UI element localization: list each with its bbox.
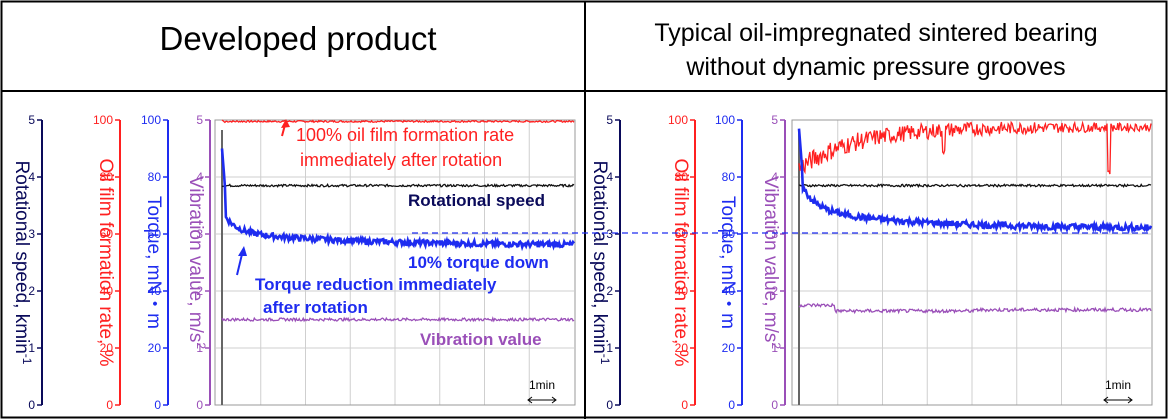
left-axis-tick-label: 100 (93, 113, 113, 127)
left-series-speed-line (221, 183, 575, 189)
left-series-oil_film-line (221, 119, 575, 124)
left-annotation-torque-down: 10% torque down (408, 253, 549, 272)
left-axis-tick-label: 5 (28, 113, 35, 127)
right-axis-tick-label: 60 (722, 227, 736, 241)
left-time-scale-head-right (551, 396, 557, 404)
left-axis-tick-label: 20 (100, 341, 114, 355)
left-axis-tick-label: 2 (28, 284, 35, 298)
left-time-scale-head-left (527, 396, 533, 404)
left-annotation-rotational-speed: Rotational speed (408, 191, 545, 210)
right-axis-tick-label: 2 (606, 284, 613, 298)
left-time-scale-label: 1min (529, 378, 555, 392)
right-panel-title-line2: without dynamic pressure grooves (685, 53, 1065, 81)
left-axis-label-0: Rotational speed, kmin-1 (11, 161, 34, 365)
left-axis-tick-label: 3 (196, 227, 203, 241)
left-axis-tick-label: 40 (148, 284, 162, 298)
right-axis-tick-label: 40 (675, 284, 689, 298)
right-axis-tick-label: 5 (771, 113, 778, 127)
left-axis-tick-label: 80 (148, 170, 162, 184)
left-annotation-oil-film-line2: immediately after rotation (300, 150, 502, 170)
left-oil-film-arrowhead (281, 119, 290, 128)
left-axis-tick-label: 0 (196, 398, 203, 412)
left-axis-tick-label: 80 (100, 170, 114, 184)
left-axis-label-1: Oil film formation rate, % (95, 159, 116, 367)
right-axis-tick-label: 60 (675, 227, 689, 241)
right-axis-tick-label: 0 (728, 398, 735, 412)
left-axis-tick-label: 20 (148, 341, 162, 355)
right-axis-tick-label: 80 (722, 170, 736, 184)
right-axis-tick-label: 20 (722, 341, 736, 355)
left-axis-label-sup: -1 (20, 354, 34, 365)
right-axis-label-0: Rotational speed, kmin-1 (589, 161, 612, 365)
left-axis-tick-label: 1 (196, 341, 203, 355)
left-torque-arrowhead (238, 246, 247, 256)
left-annotation-torque-reduction-line2: after rotation (263, 298, 368, 317)
right-axis-tick-label: 1 (606, 341, 613, 355)
right-axis-tick-label: 80 (675, 170, 689, 184)
right-axis-label-2: Torque, mN・m (717, 196, 738, 329)
right-axis-tick-label: 4 (606, 170, 613, 184)
right-axis-tick-label: 5 (606, 113, 613, 127)
left-annotation-vibration: Vibration value (420, 330, 542, 349)
right-axis-label-3: Vibration value, m/s2 (760, 176, 783, 350)
right-time-scale-head-left (1103, 396, 1109, 404)
right-axis-tick-label: 4 (771, 170, 778, 184)
left-axis-tick-label: 40 (100, 284, 114, 298)
right-series (797, 120, 1153, 405)
right-time-scale-label: 1min (1105, 378, 1131, 392)
right-axis-label-1: Oil film formation rate, % (670, 159, 691, 367)
right-series-torque-line (797, 128, 1153, 235)
right-axis-label-sup: 2 (769, 342, 783, 349)
right-plot-grid (793, 120, 1151, 405)
left-annotation-oil-film-line1: 100% oil film formation rate (296, 125, 514, 145)
right-series-speed-line (799, 183, 1152, 189)
right-axis-tick-label: 0 (606, 398, 613, 412)
left-axis-tick-label: 5 (196, 113, 203, 127)
right-axis-tick-label: 0 (771, 398, 778, 412)
left-axis-tick-label: 60 (148, 227, 162, 241)
right-axis-tick-label: 3 (606, 227, 613, 241)
left-panel-title: Developed product (159, 20, 436, 57)
left-series (220, 119, 575, 405)
right-axis-tick-label: 40 (722, 284, 736, 298)
left-axis-label-2: Torque, mN・m (143, 196, 164, 329)
right-axis-tick-label: 2 (771, 284, 778, 298)
left-axis-tick-label: 0 (28, 398, 35, 412)
right-axis-tick-label: 100 (715, 113, 735, 127)
left-axis-tick-label: 4 (28, 170, 35, 184)
right-axis-tick-label: 20 (675, 341, 689, 355)
left-axis-tick-label: 1 (28, 341, 35, 355)
right-axis-label-sup: -1 (598, 354, 612, 365)
left-axis-label-sup: 2 (194, 342, 208, 349)
left-annotation-torque-reduction-line1: Torque reduction immediately (255, 275, 497, 294)
left-axis-tick-label: 100 (141, 113, 161, 127)
right-panel-title-line1: Typical oil-impregnated sintered bearing (654, 19, 1097, 47)
left-axis-tick-label: 60 (100, 227, 114, 241)
left-axis-tick-label: 2 (196, 284, 203, 298)
left-axis-label-3: Vibration value, m/s2 (185, 176, 208, 350)
left-plot-grid (216, 120, 574, 405)
right-plot-area (791, 119, 1153, 406)
left-series-vibration-line (221, 316, 575, 323)
left-plot-area (214, 119, 576, 406)
right-axis-tick-label: 0 (681, 398, 688, 412)
left-axis-tick-label: 0 (106, 398, 113, 412)
right-axis-tick-label: 1 (771, 341, 778, 355)
right-series-oil_film-line (798, 120, 1152, 175)
right-time-scale-head-right (1127, 396, 1133, 404)
left-axis-tick-label: 0 (154, 398, 161, 412)
right-series-vibration-line (798, 302, 1152, 315)
left-axis-tick-label: 3 (28, 227, 35, 241)
left-axis-tick-label: 4 (196, 170, 203, 184)
right-axis-tick-label: 100 (668, 113, 688, 127)
left-series-torque-line (220, 148, 575, 252)
right-axis-tick-label: 3 (771, 227, 778, 241)
